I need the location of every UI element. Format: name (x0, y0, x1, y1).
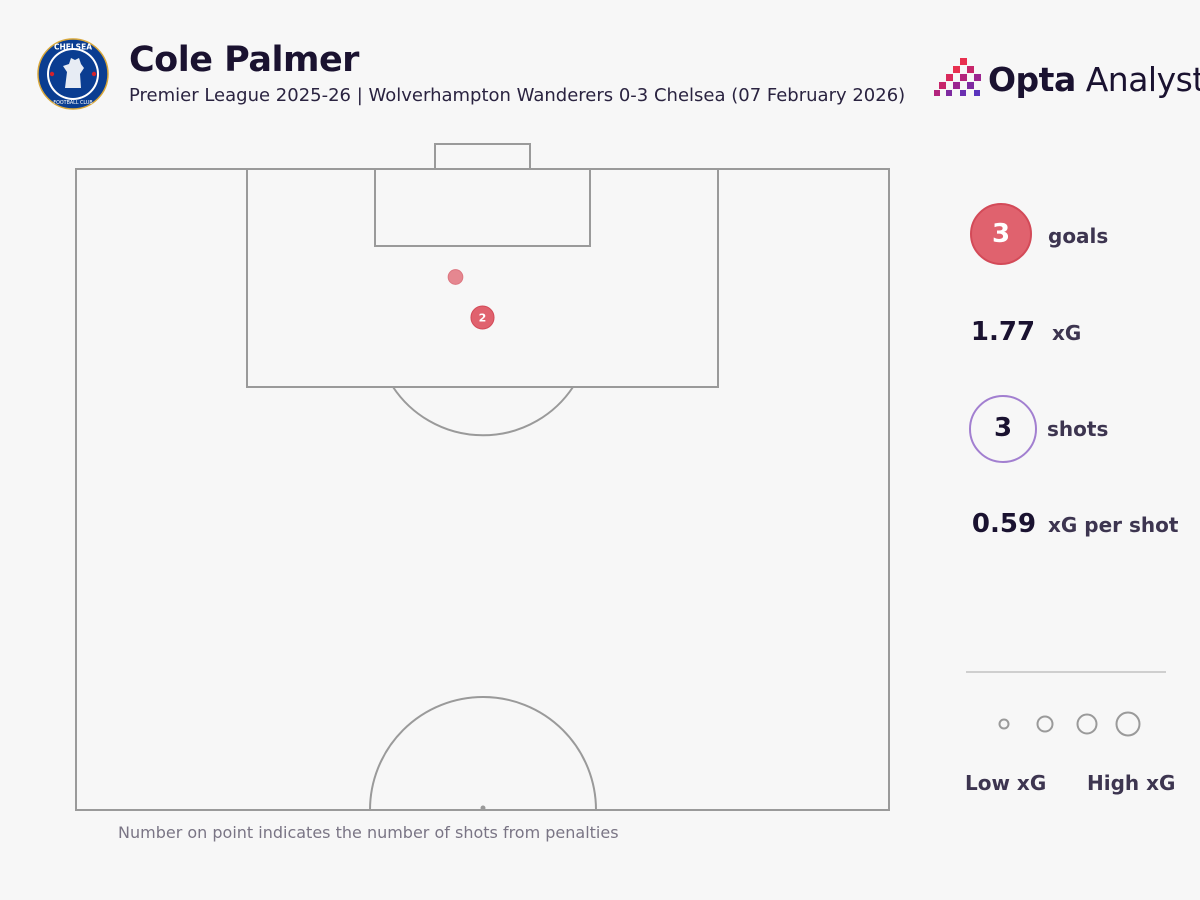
xg-per-shot-value: 0.59 (971, 509, 1037, 539)
shots-value: 3 (993, 413, 1013, 443)
goal (434, 143, 531, 170)
match-subtitle: Premier League 2025-26 | Wolverhampton W… (129, 85, 906, 106)
shot-penalty-count: 2 (479, 312, 487, 325)
xg-label: xG (1052, 321, 1082, 345)
legend-circle-small (998, 718, 1010, 730)
legend-divider (966, 671, 1166, 673)
shots-label: shots (1047, 417, 1109, 441)
centre-spot (480, 805, 486, 811)
shot-point (470, 305, 495, 330)
logo-bold-text: Opta (988, 60, 1076, 99)
legend-low-label: Low xG (965, 771, 1047, 795)
goals-value: 3 (991, 219, 1011, 249)
opta-analyst-logo-icon (934, 58, 981, 96)
footnote: Number on point indicates the number of … (118, 823, 619, 842)
xg-per-shot-label: xG per shot (1048, 513, 1179, 537)
svg-text:CHELSEA: CHELSEA (54, 43, 92, 52)
shot-point (447, 269, 464, 285)
goals-label: goals (1048, 224, 1109, 248)
xg-value: 1.77 (970, 317, 1036, 347)
logo-light-text: Analyst (1085, 60, 1200, 99)
pitch-outline (75, 168, 890, 811)
xg-size-legend (998, 711, 1141, 737)
svg-text:FOOTBALL CLUB: FOOTBALL CLUB (53, 100, 92, 106)
legend-circle-xlarge (1115, 711, 1141, 737)
opta-analyst-wordmark: Opta Analyst (988, 60, 1200, 99)
penalty-box (246, 168, 719, 388)
legend-circle-medium (1036, 715, 1054, 733)
six-yard-box (374, 168, 591, 247)
chelsea-crest-icon: CHELSEA FOOTBALL CLUB (37, 38, 109, 110)
goals-circle (970, 203, 1032, 265)
centre-circle (369, 696, 597, 811)
legend-circle-large (1076, 713, 1098, 735)
legend-high-label: High xG (1087, 771, 1176, 795)
shots-circle (969, 395, 1037, 463)
penalty-arc (392, 386, 574, 437)
page-title: Cole Palmer (129, 40, 359, 80)
shots-layer: 2 (447, 269, 495, 330)
